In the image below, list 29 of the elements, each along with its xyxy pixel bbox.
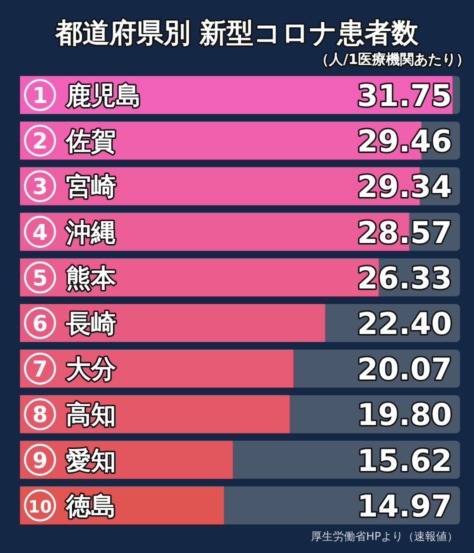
data-label: 19.80 — [357, 398, 452, 434]
data-label: 31.75 — [357, 79, 452, 114]
annotation: 3 — [32, 175, 48, 200]
data-label: 14.97 — [357, 489, 452, 524]
annotation: 5 — [32, 266, 48, 292]
y-tick-label: 鹿児島 — [65, 81, 141, 110]
annotation: 8 — [32, 403, 48, 428]
y-tick-label: 大分 — [66, 354, 117, 384]
annotation: 4 — [32, 220, 48, 246]
annotation: 9 — [32, 448, 48, 474]
text: 厚生労働省HPより（速報値） — [311, 530, 458, 543]
y-tick-label: 愛知 — [66, 446, 116, 475]
annotation: 10 — [28, 497, 52, 518]
y-tick-label: 沖縄 — [65, 218, 116, 247]
chart-subtitle: （人/1医療機関あたり） — [315, 51, 470, 68]
y-tick-label: 徳島 — [65, 491, 116, 520]
chart-title: 都道府県別 新型コロナ患者数 — [54, 18, 420, 49]
annotation: 2 — [32, 130, 48, 155]
y-tick-label: 佐賀 — [65, 126, 116, 156]
y-tick-label: 長崎 — [65, 309, 116, 338]
annotation: 6 — [32, 312, 48, 337]
data-label: 22.40 — [357, 307, 452, 342]
y-tick-label: 高知 — [66, 400, 116, 430]
y-tick-label: 宮崎 — [66, 172, 116, 202]
data-label: 15.62 — [357, 444, 452, 479]
y-tick-label: 熊本 — [66, 263, 117, 292]
annotation: 1 — [32, 84, 48, 109]
data-label: 20.07 — [357, 352, 452, 388]
annotation: 7 — [32, 358, 48, 383]
